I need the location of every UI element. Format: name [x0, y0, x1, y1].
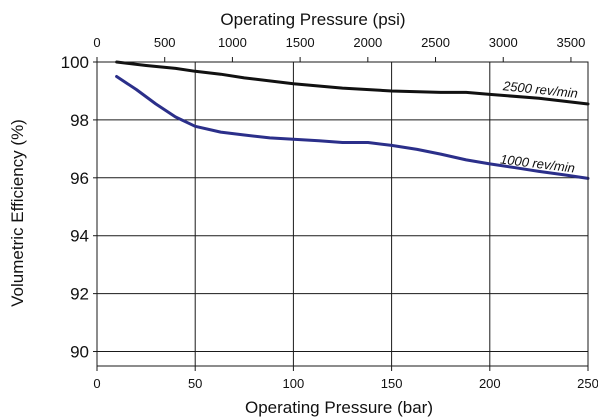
plot-frame — [96, 61, 589, 367]
ticks — [93, 57, 589, 371]
x2-axis-title: Operating Pressure (psi) — [220, 10, 405, 29]
y-tick-label: 100 — [61, 53, 89, 72]
x-tick-label: 200 — [479, 376, 501, 391]
x2-tick-label: 1500 — [286, 35, 315, 50]
x2-tick-label: 1000 — [218, 35, 247, 50]
x2-tick-label: 3500 — [556, 35, 585, 50]
series-line-2500-rev-min — [115, 60, 590, 106]
y-tick-label: 90 — [70, 343, 89, 362]
series-layer — [115, 60, 590, 180]
y-tick-label: 98 — [70, 111, 89, 130]
series-line-1000-rev-min — [115, 75, 590, 180]
x2-tick-label: 2500 — [421, 35, 450, 50]
x2-tick-label: 0 — [93, 35, 100, 50]
grid — [97, 61, 588, 366]
x-tick-label: 150 — [381, 376, 403, 391]
y-tick-label: 92 — [70, 285, 89, 304]
y-tick-label: 94 — [70, 227, 89, 246]
x-tick-label: 100 — [283, 376, 305, 391]
y-axis-title: Volumetric Efficiency (%) — [8, 119, 27, 307]
x2-tick-label: 2000 — [353, 35, 382, 50]
x2-tick-label: 3000 — [489, 35, 518, 50]
x-axis-title: Operating Pressure (bar) — [245, 398, 433, 417]
x-tick-label: 0 — [93, 376, 100, 391]
x-tick-label: 250 — [577, 376, 598, 391]
x2-tick-label: 500 — [154, 35, 176, 50]
y-tick-label: 96 — [70, 169, 89, 188]
x-tick-label: 50 — [188, 376, 202, 391]
